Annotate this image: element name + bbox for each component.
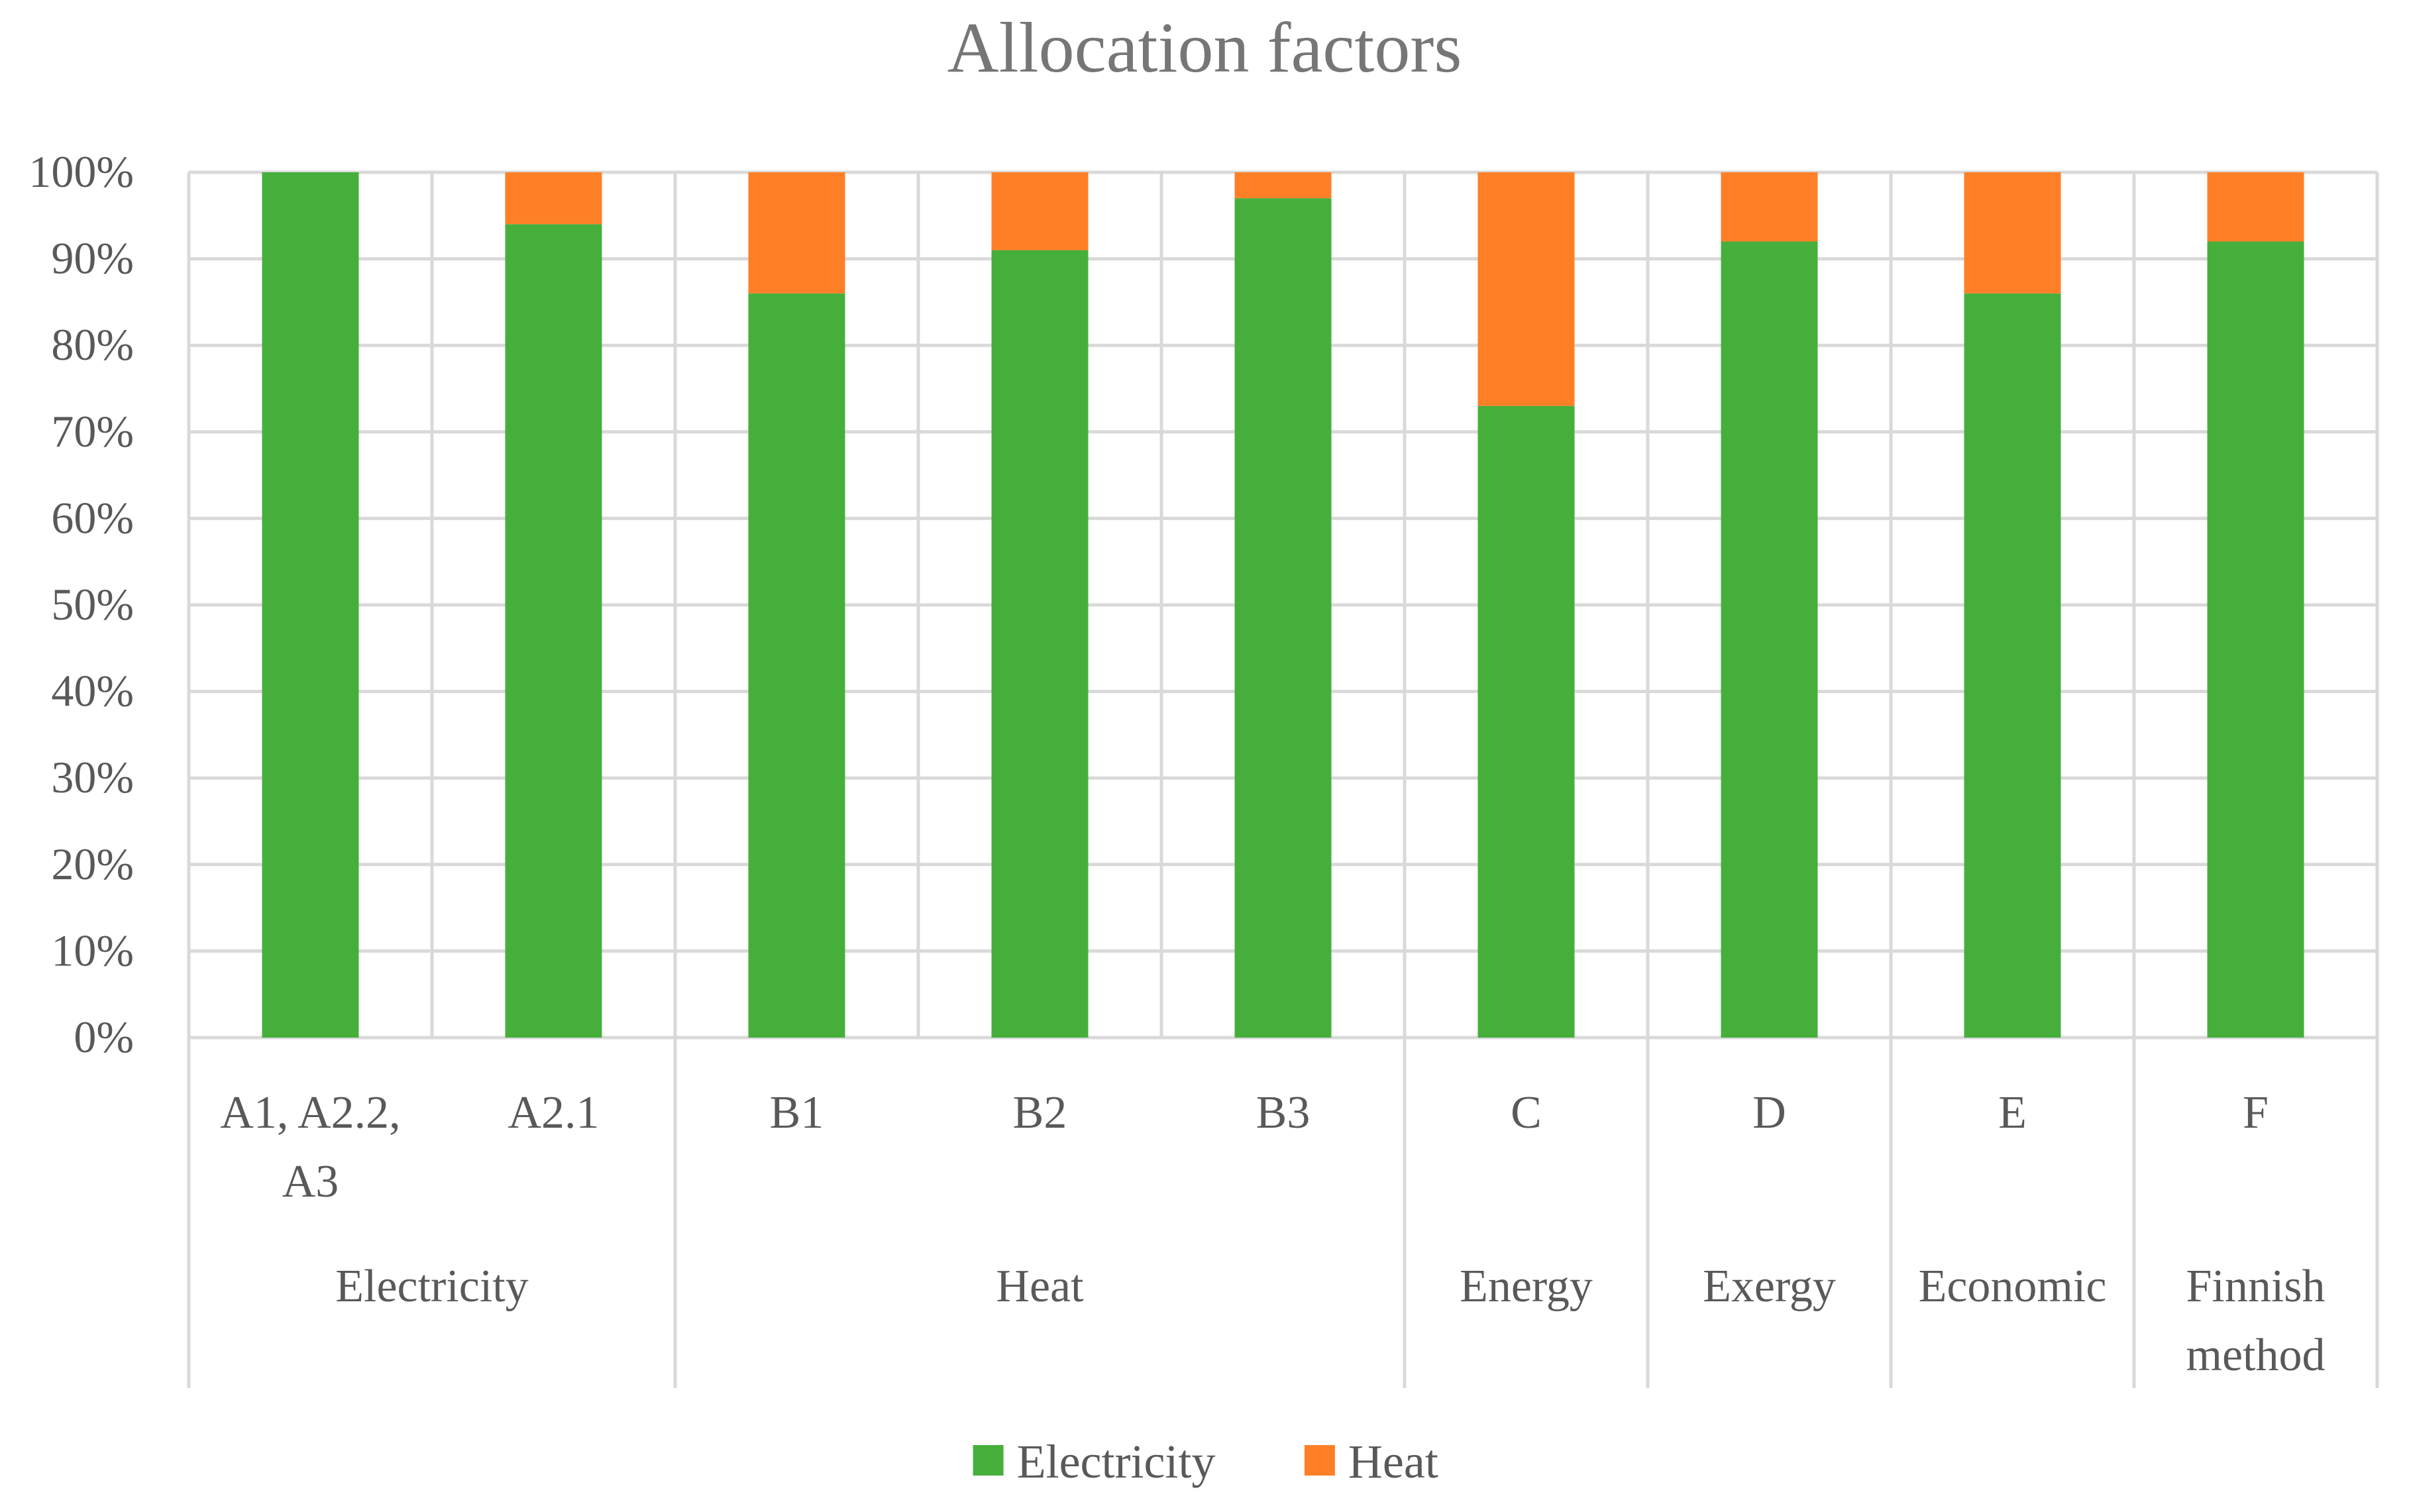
category-label: A1, A2.2, A3 — [220, 1087, 400, 1207]
category-label: A2.1 — [508, 1087, 599, 1138]
bar-heat-3 — [991, 172, 1089, 250]
category-label-line: E — [1998, 1087, 2027, 1138]
group-label-line: Economic — [1919, 1261, 2107, 1312]
axes: 0% 10% 20% 30% 40% 50% 60% 70% 80% 90% 100% A1, A2.… — [28, 146, 2379, 1388]
y-tick-label: 90% — [51, 233, 134, 284]
group-label: Energy — [1460, 1261, 1593, 1312]
y-tick-label: 0% — [74, 1012, 134, 1062]
group-label-line: Electricity — [335, 1261, 529, 1312]
category-label-line: C — [1511, 1087, 1542, 1138]
category-label: B3 — [1256, 1087, 1311, 1138]
category-label-line: B3 — [1256, 1087, 1311, 1138]
group-label-line: method — [2186, 1330, 2326, 1381]
category-label-line: B1 — [770, 1087, 824, 1138]
category-label-line: A3 — [282, 1156, 339, 1207]
bar-electricity-0 — [262, 172, 359, 1038]
bar-electricity-7 — [1964, 293, 2061, 1038]
y-tick-label: 40% — [51, 666, 134, 716]
bar-heat-4 — [1234, 172, 1332, 199]
group-label: Electricity — [335, 1261, 529, 1312]
y-tick-label: 100% — [28, 146, 134, 197]
category-label-line: F — [2243, 1087, 2269, 1138]
y-tick-label: 10% — [51, 925, 134, 975]
category-label: E — [1998, 1087, 2027, 1138]
bar-electricity-3 — [991, 250, 1089, 1038]
legend-label-heat: Heat — [1348, 1435, 1438, 1488]
bar-heat-7 — [1964, 172, 2061, 294]
y-tick-label: 20% — [51, 839, 134, 889]
bar-electricity-4 — [1234, 198, 1332, 1038]
group-label: Heat — [996, 1261, 1084, 1312]
category-label: D — [1752, 1087, 1786, 1138]
group-label-line: Finnish — [2186, 1261, 2325, 1312]
group-label-line: Exergy — [1703, 1261, 1836, 1312]
category-label: F — [2243, 1087, 2269, 1138]
bar-heat-6 — [1721, 172, 1818, 242]
group-label-line: Heat — [996, 1261, 1084, 1312]
chart-title: Allocation factors — [947, 9, 1462, 87]
bar-heat-5 — [1477, 172, 1575, 406]
bar-heat-2 — [748, 172, 845, 294]
y-tick-label: 80% — [51, 319, 134, 370]
category-label-line: B2 — [1013, 1087, 1067, 1138]
legend-swatch-electricity — [973, 1445, 1004, 1476]
bar-heat-8 — [2207, 172, 2304, 242]
bar-electricity-5 — [1477, 405, 1575, 1038]
group-label: Economic — [1919, 1261, 2107, 1312]
group-label-line: Energy — [1460, 1261, 1593, 1312]
y-tick-label: 70% — [51, 406, 134, 457]
bar-heat-1 — [505, 172, 602, 225]
bar-electricity-2 — [748, 293, 845, 1038]
category-label: B1 — [770, 1087, 824, 1138]
group-label: Exergy — [1703, 1261, 1836, 1312]
y-tick-label: 30% — [51, 752, 134, 802]
group-label: Finnish method — [2186, 1261, 2325, 1381]
category-label: B2 — [1013, 1087, 1067, 1138]
y-tick-label: 60% — [51, 492, 134, 543]
category-label-line: A1, A2.2, — [220, 1087, 400, 1138]
legend-label-electricity: Electricity — [1017, 1435, 1216, 1488]
category-label-line: D — [1752, 1087, 1786, 1138]
bar-electricity-6 — [1721, 241, 1818, 1038]
bars — [262, 172, 2304, 1038]
bar-electricity-1 — [505, 224, 602, 1038]
category-label-line: A2.1 — [508, 1087, 599, 1138]
legend-swatch-heat — [1304, 1445, 1335, 1476]
bar-electricity-8 — [2207, 241, 2304, 1038]
legend: Electricity Heat — [973, 1435, 1438, 1488]
y-tick-label: 50% — [51, 579, 134, 629]
category-label: C — [1511, 1087, 1542, 1138]
